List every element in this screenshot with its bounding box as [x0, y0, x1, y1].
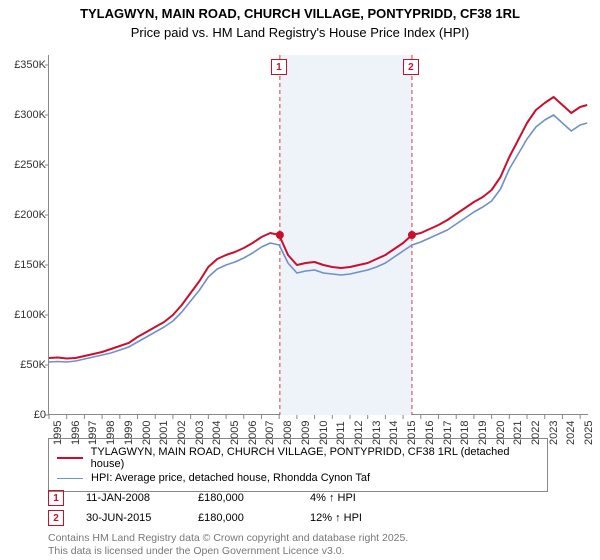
x-axis-tick-label: 2015	[406, 421, 418, 445]
x-axis-tick-label: 2002	[176, 421, 188, 445]
chart-marker-label: 2	[403, 59, 419, 75]
x-axis-tick-label: 2021	[512, 421, 524, 445]
x-axis-tick-label: 2018	[459, 421, 471, 445]
legend-label: TYLAGWYN, MAIN ROAD, CHURCH VILLAGE, PON…	[91, 446, 539, 470]
legend-swatch	[57, 457, 83, 459]
y-axis-tick-label: £50K	[20, 359, 46, 371]
x-axis-tick-label: 1999	[123, 421, 135, 445]
x-axis-tick-label: 2001	[158, 421, 170, 445]
plot-svg	[49, 55, 589, 415]
chart-title-line1: TYLAGWYN, MAIN ROAD, CHURCH VILLAGE, PON…	[0, 0, 600, 23]
y-axis-tick-label: £0	[34, 409, 46, 421]
x-axis-tick-label: 2006	[247, 421, 259, 445]
attribution-line1: Contains HM Land Registry data © Crown c…	[48, 532, 408, 545]
x-axis-tick-label: 2019	[477, 421, 489, 445]
annotation-hpi-delta: 4% ↑ HPI	[310, 492, 400, 504]
attribution: Contains HM Land Registry data © Crown c…	[48, 532, 408, 558]
x-axis-tick-label: 2022	[530, 421, 542, 445]
x-axis-tick-label: 2004	[211, 421, 223, 445]
x-axis-tick-label: 2013	[371, 421, 383, 445]
annotation-price: £180,000	[198, 512, 288, 524]
x-axis-tick-label: 2011	[335, 421, 347, 445]
x-axis-tick-label: 2020	[495, 421, 507, 445]
x-axis-tick-label: 2010	[318, 421, 330, 445]
legend-item: TYLAGWYN, MAIN ROAD, CHURCH VILLAGE, PON…	[57, 445, 539, 471]
annotation-id-box: 2	[48, 510, 64, 526]
x-axis-tick-label: 2012	[353, 421, 365, 445]
chart-marker-label: 1	[271, 59, 287, 75]
annotation-table: 1 11-JAN-2008 £180,000 4% ↑ HPI 2 30-JUN-2015…	[48, 488, 400, 528]
x-axis-tick-label: 2024	[565, 421, 577, 445]
x-axis-tick-label: 1997	[87, 421, 99, 445]
x-axis-tick-label: 1995	[52, 421, 64, 445]
attribution-line2: This data is licensed under the Open Gov…	[48, 545, 408, 558]
x-axis-tick-label: 2014	[388, 421, 400, 445]
annotation-row: 2 30-JUN-2015 £180,000 12% ↑ HPI	[48, 508, 400, 528]
x-axis-tick-label: 2009	[300, 421, 312, 445]
y-axis-tick-label: £350K	[14, 59, 46, 71]
y-axis-tick-label: £300K	[14, 109, 46, 121]
x-axis-tick-label: 2025	[583, 421, 595, 445]
annotation-id-box: 1	[48, 490, 64, 506]
x-axis-tick-label: 2017	[442, 421, 454, 445]
annotation-row: 1 11-JAN-2008 £180,000 4% ↑ HPI	[48, 488, 400, 508]
x-axis-tick-label: 2000	[141, 421, 153, 445]
x-axis-tick-label: 2008	[282, 421, 294, 445]
plot-area	[48, 55, 588, 415]
x-axis-tick-label: 2016	[424, 421, 436, 445]
x-axis-tick-label: 1996	[70, 421, 82, 445]
y-axis-tick-label: £100K	[14, 309, 46, 321]
x-axis-tick-label: 1998	[105, 421, 117, 445]
x-axis-tick-label: 2023	[548, 421, 560, 445]
legend-swatch	[57, 478, 83, 479]
x-axis-tick-label: 2005	[229, 421, 241, 445]
annotation-price: £180,000	[198, 492, 288, 504]
y-axis-tick-label: £150K	[14, 259, 46, 271]
chart-title-line2: Price paid vs. HM Land Registry's House …	[0, 23, 600, 40]
legend-label: HPI: Average price, detached house, Rhon…	[91, 472, 370, 484]
y-axis-tick-label: £250K	[14, 159, 46, 171]
y-axis-tick-label: £200K	[14, 209, 46, 221]
legend: TYLAGWYN, MAIN ROAD, CHURCH VILLAGE, PON…	[48, 438, 548, 492]
annotation-hpi-delta: 12% ↑ HPI	[310, 512, 400, 524]
annotation-date: 30-JUN-2015	[86, 512, 176, 524]
x-axis-tick-label: 2007	[264, 421, 276, 445]
x-axis-tick-label: 2003	[194, 421, 206, 445]
annotation-date: 11-JAN-2008	[86, 492, 176, 504]
chart-container: TYLAGWYN, MAIN ROAD, CHURCH VILLAGE, PON…	[0, 0, 600, 560]
legend-item: HPI: Average price, detached house, Rhon…	[57, 471, 539, 485]
